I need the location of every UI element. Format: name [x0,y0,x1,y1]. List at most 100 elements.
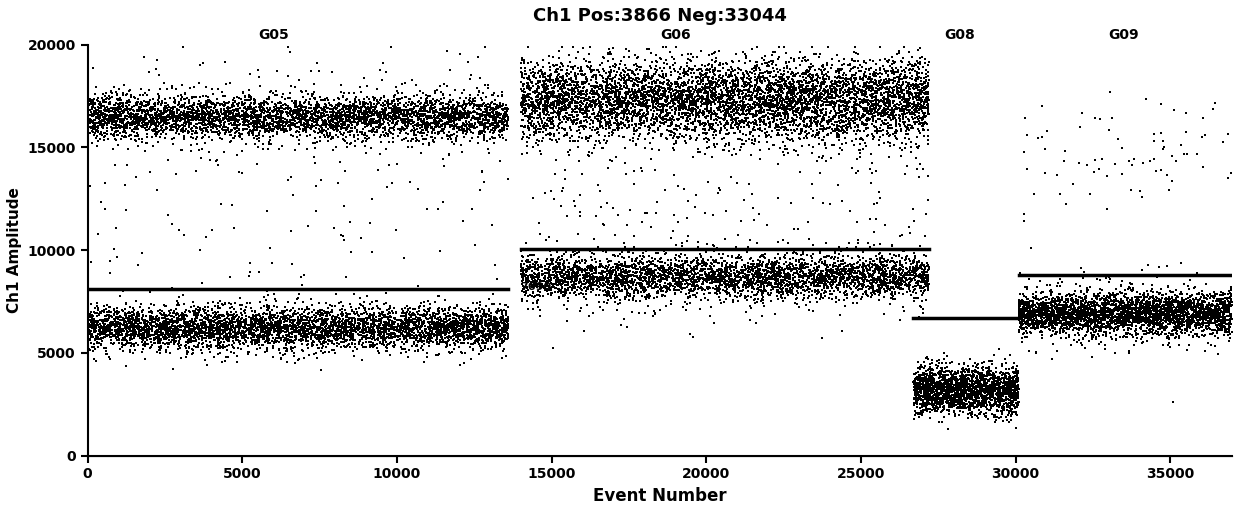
Point [825,262,845,270]
Point [434,155,453,163]
Point [729,85,748,93]
Point [608,75,628,83]
Point [916,383,935,391]
Point [909,54,929,62]
Point [282,337,302,345]
Point [134,97,154,105]
Point [204,114,224,122]
Point [330,128,349,136]
Point [871,281,891,289]
Point [1201,312,1220,321]
Point [896,264,916,272]
Point [167,339,187,348]
Point [798,130,818,138]
Point [891,91,911,99]
Point [296,333,316,342]
Point [849,123,869,132]
Point [710,273,730,281]
Point [264,312,284,321]
Point [204,331,224,339]
Point [1172,323,1192,331]
Point [404,110,424,118]
Point [1187,310,1207,318]
Point [1100,316,1120,325]
Point [696,80,716,88]
Point [462,325,482,333]
Point [85,82,105,91]
Point [256,319,276,328]
Point [135,114,155,122]
Point [923,377,943,386]
Point [481,325,501,333]
Point [917,384,937,392]
Point [195,324,214,332]
Point [1135,314,1155,323]
Point [368,165,388,174]
Point [574,71,593,79]
Point [869,136,888,144]
Point [574,270,593,279]
Point [291,102,311,110]
Point [482,327,502,335]
Point [1079,318,1099,326]
Point [182,105,202,114]
Point [918,196,938,204]
Point [1149,307,1168,315]
Point [218,311,238,319]
Point [987,376,1007,385]
Point [118,309,138,317]
Point [1038,294,1058,303]
Point [1136,292,1156,301]
Point [769,268,789,276]
Point [1082,310,1101,318]
Point [1007,382,1027,390]
Point [926,382,945,391]
Point [227,116,247,124]
Point [191,116,211,124]
Point [1194,313,1214,322]
Point [1048,315,1068,324]
Point [346,324,366,332]
Point [512,101,532,109]
Point [888,276,908,284]
Point [586,263,606,271]
Point [100,318,120,326]
Point [356,333,375,341]
Point [733,266,753,274]
Point [921,380,940,388]
Point [240,70,260,78]
Point [367,302,387,310]
Point [121,109,141,117]
Point [388,120,408,129]
Point [835,112,855,120]
Point [1075,297,1095,305]
Point [327,325,347,333]
Point [792,264,812,272]
Point [1028,306,1048,314]
Point [440,318,460,327]
Point [933,399,953,407]
Point [1157,316,1177,324]
Point [799,79,819,88]
Point [607,275,627,283]
Point [883,141,903,150]
Point [772,87,792,95]
Point [188,343,208,351]
Point [1093,298,1113,307]
Point [918,61,938,69]
Point [444,122,463,131]
Point [921,389,940,397]
Point [353,328,373,336]
Point [1005,401,1025,410]
Point [207,127,227,136]
Point [374,318,394,326]
Point [914,110,934,118]
Point [144,331,164,339]
Point [797,86,817,94]
Point [900,100,919,108]
Point [954,380,974,388]
Point [321,330,341,338]
Point [857,132,877,140]
Point [326,101,346,109]
Point [1053,326,1073,334]
